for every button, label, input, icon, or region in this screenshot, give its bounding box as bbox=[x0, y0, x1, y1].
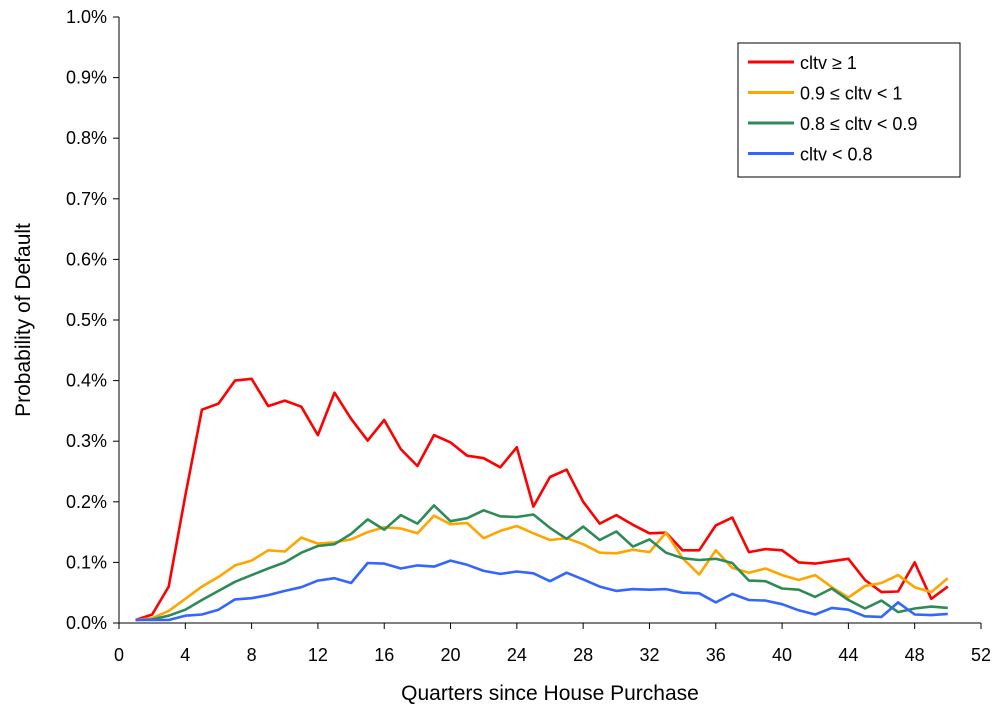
legend-label-3: 0.8 ≤ cltv < 0.9 bbox=[800, 114, 917, 134]
y-tick-label: 0.8% bbox=[66, 128, 107, 148]
legend-label-4: cltv < 0.8 bbox=[800, 145, 873, 165]
y-tick-label: 0.2% bbox=[66, 492, 107, 512]
y-tick-label: 0.9% bbox=[66, 68, 107, 88]
y-tick-label: 1.0% bbox=[66, 7, 107, 27]
x-tick-label: 48 bbox=[905, 645, 925, 665]
y-tick-label: 0.3% bbox=[66, 431, 107, 451]
x-tick-label: 28 bbox=[573, 645, 593, 665]
y-tick-label: 0.0% bbox=[66, 613, 107, 633]
axes: 0.0% 0.1% 0.2% 0.3% 0.4% 0.5% 0.6% 0.7% 0.8% 0.9%… bbox=[66, 7, 991, 665]
series-line-2 bbox=[135, 514, 949, 622]
x-tick-label: 44 bbox=[838, 645, 858, 665]
x-tick-label: 0 bbox=[114, 645, 124, 665]
x-tick-label: 8 bbox=[247, 645, 257, 665]
y-tick-label: 0.7% bbox=[66, 189, 107, 209]
legend: cltv ≥ 1 0.9 ≤ cltv < 1 0.8 ≤ cltv < 0.9 cl… bbox=[737, 42, 961, 178]
y-axis-title: Probability of Default bbox=[12, 223, 35, 417]
series-line-3 bbox=[135, 504, 948, 622]
series-layer bbox=[135, 377, 949, 622]
y-tick-label: 0.1% bbox=[66, 552, 107, 572]
series-line-4 bbox=[135, 559, 948, 622]
x-tick-label: 20 bbox=[441, 645, 461, 665]
legend-label-2: 0.9 ≤ cltv < 1 bbox=[800, 84, 902, 104]
x-tick-label: 32 bbox=[639, 645, 659, 665]
x-tick-label: 40 bbox=[772, 645, 792, 665]
x-tick-label: 4 bbox=[180, 645, 190, 665]
x-tick-label: 16 bbox=[374, 645, 394, 665]
legend-label-1: cltv ≥ 1 bbox=[800, 53, 857, 73]
x-axis-title: Quarters since House Purchase bbox=[401, 682, 699, 705]
x-tick-label: 12 bbox=[308, 645, 328, 665]
y-tick-label: 0.4% bbox=[66, 371, 107, 391]
series-line-1 bbox=[135, 377, 949, 622]
x-tick-label: 36 bbox=[706, 645, 726, 665]
y-tick-label: 0.6% bbox=[66, 249, 107, 269]
x-tick-label: 24 bbox=[507, 645, 527, 665]
y-tick-label: 0.5% bbox=[66, 310, 107, 330]
x-tick-label: 52 bbox=[971, 645, 991, 665]
